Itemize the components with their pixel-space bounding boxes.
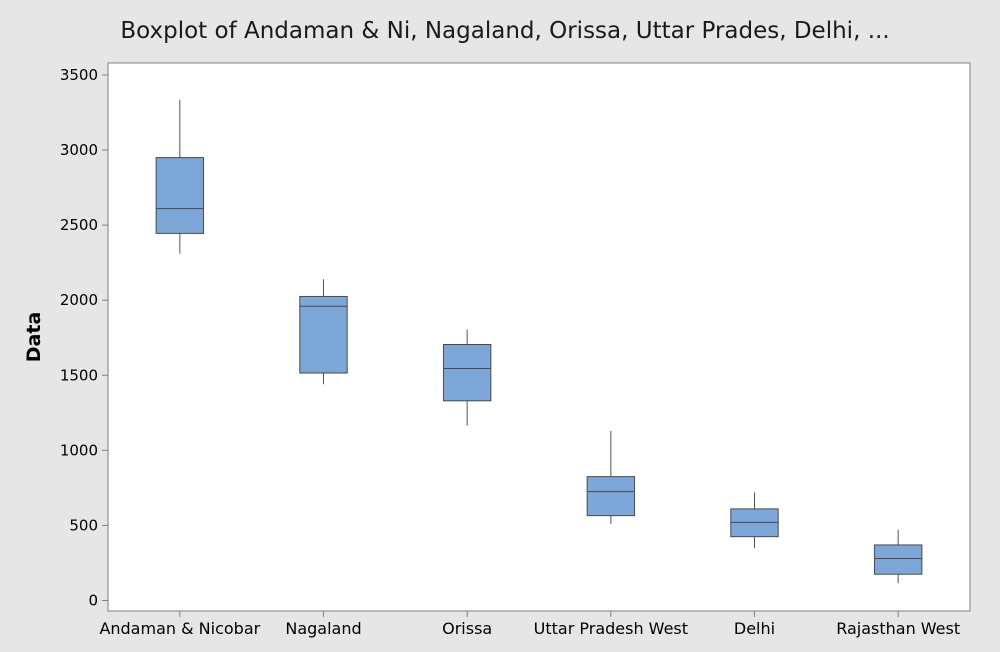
iqr-box: [442, 344, 492, 402]
box-orissa: [442, 329, 492, 426]
chart-title: Boxplot of Andaman & Ni, Nagaland, Oriss…: [120, 18, 889, 44]
iqr-box: [155, 157, 205, 234]
plot-area: [107, 62, 971, 612]
iqr-box: [873, 544, 923, 575]
box-delhi: [730, 492, 779, 548]
y-tick-label: 2500: [60, 216, 98, 234]
y-tick-label: 1500: [60, 366, 98, 384]
box-rajasthan-west: [873, 529, 923, 584]
box-nagaland: [299, 279, 348, 385]
iqr-box: [586, 476, 636, 517]
y-axis: 0 500 1000 1500 2000 2500 3000 3500: [60, 66, 108, 609]
y-axis-title: Data: [23, 312, 45, 363]
y-tick-label: 3000: [60, 141, 98, 159]
x-tick-label: Nagaland: [285, 619, 361, 638]
x-tick-label: Andaman & Nicobar: [99, 619, 260, 638]
y-tick-label: 3500: [60, 66, 98, 84]
x-tick-label: Rajasthan West: [836, 619, 960, 638]
x-tick-label: Uttar Pradesh West: [534, 619, 688, 638]
y-tick-label: 500: [69, 516, 98, 534]
iqr-box: [299, 295, 348, 374]
y-tick-label: 0: [88, 591, 98, 609]
x-tick-label: Orissa: [442, 619, 492, 638]
y-tick-label: 1000: [60, 441, 98, 459]
x-axis: Andaman & Nicobar Nagaland Orissa Uttar Pra…: [99, 611, 960, 638]
x-tick-label: Delhi: [734, 619, 775, 638]
box-uttar-pradesh-west: [586, 430, 636, 524]
boxes-group: [155, 99, 923, 584]
box-andaman-nicobar: [155, 99, 205, 254]
y-tick-label: 2000: [60, 291, 98, 309]
